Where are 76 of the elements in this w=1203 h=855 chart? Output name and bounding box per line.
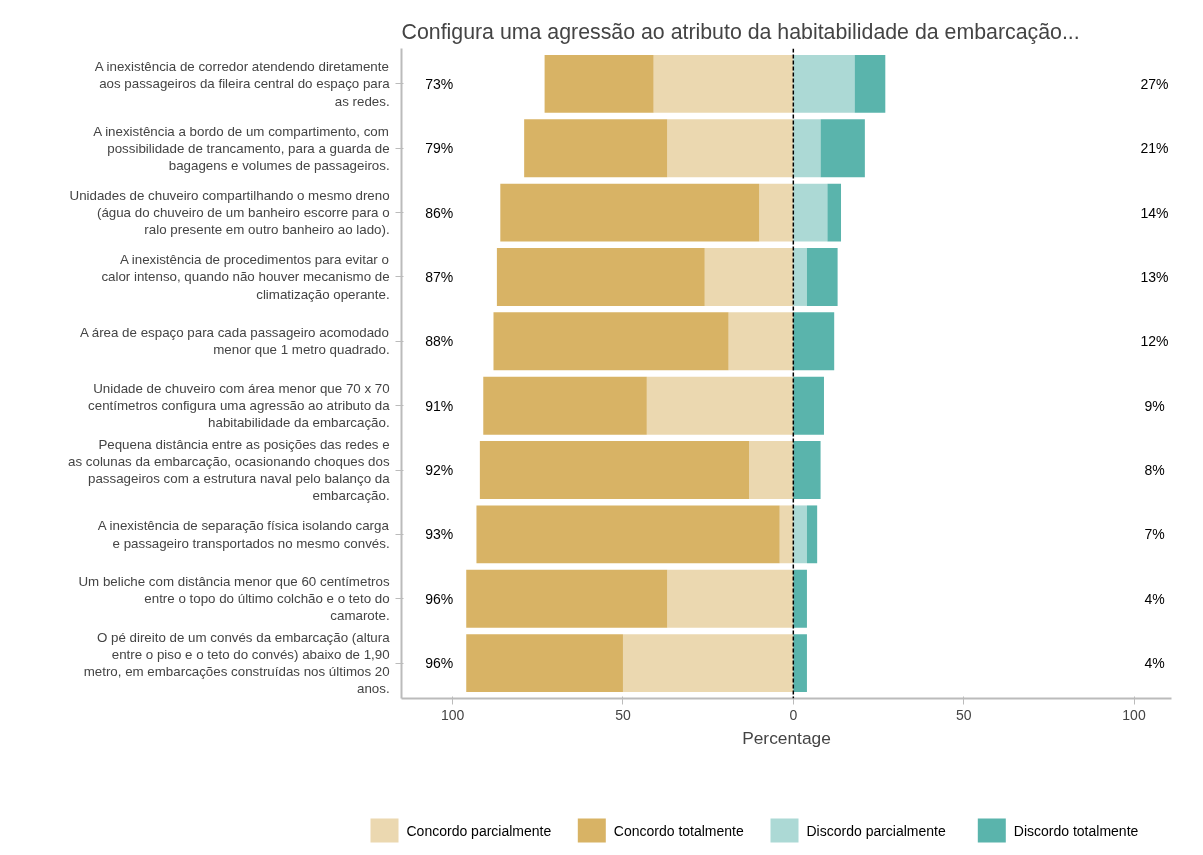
bar — [793, 119, 821, 178]
bar — [793, 634, 807, 693]
x-tick-label: 100 — [1122, 706, 1146, 723]
bar — [524, 119, 668, 178]
bar — [793, 441, 821, 499]
annotation: 88% — [425, 333, 454, 350]
bar — [704, 248, 794, 306]
annotation: 9% — [1144, 397, 1165, 414]
annotation: 27% — [1140, 75, 1169, 92]
annotation: 93% — [425, 526, 454, 543]
annotation: 13% — [1140, 268, 1169, 285]
annotation: 79% — [425, 140, 454, 157]
annotation: 92% — [425, 462, 454, 479]
annotation: 14% — [1140, 204, 1169, 221]
bar — [496, 248, 705, 306]
bar — [793, 54, 855, 113]
y-tick-label: Unidade de chuveiro com área menor que 70 x 70 centímetros configura uma agressão ao atributo da habitabilidade da embarcação. — [88, 380, 391, 431]
annotation: 12% — [1140, 333, 1169, 350]
y-tick-label: Unidades de chuveiro compartilhando o mesmo dreno (água do chuveiro de um banheiro escorre para o ralo presente em outro banheiro ao lado). — [69, 187, 390, 238]
annotation: 21% — [1140, 140, 1169, 157]
annotation: 87% — [425, 268, 454, 285]
annotation: 4% — [1144, 655, 1165, 672]
y-tick-label: A inexistência de corredor atendendo diretamente aos passageiros da fileira central do espaço para as redes. — [94, 59, 391, 109]
bar — [793, 376, 824, 435]
bar — [483, 376, 647, 435]
bar — [759, 183, 794, 242]
bar — [793, 183, 828, 242]
bar — [544, 54, 654, 113]
bar — [793, 505, 807, 564]
annotation: 8% — [1144, 462, 1165, 479]
annotation: 4% — [1144, 590, 1165, 607]
annotation: 73% — [425, 75, 454, 92]
bar — [466, 569, 668, 628]
annotation: 96% — [425, 590, 454, 607]
y-tick-label: A inexistência de separação física isolando carga e passageiro transportados no mesmo convés. — [97, 518, 390, 551]
bar — [728, 312, 794, 371]
annotation: 7% — [1144, 526, 1165, 543]
bar — [779, 505, 794, 564]
y-tick-label: O pé direito de um convés da embarcação (altura entre o piso e o teto do convés) abaixo de 1,90 metro, em embarcações construídas nos últimos 20 anos. — [83, 629, 391, 697]
bar — [653, 54, 794, 113]
legend-label: Discordo totalmente — [1013, 822, 1139, 839]
bar — [793, 248, 807, 306]
bar — [493, 312, 729, 371]
bar — [479, 441, 750, 499]
chart-title: Configura uma agressão ao atributo da habitabilidade da embarcação... — [401, 19, 1080, 44]
bar — [806, 248, 838, 306]
bar — [466, 634, 623, 693]
x-tick-label: 100 — [440, 706, 465, 723]
bar — [806, 505, 818, 564]
bar — [622, 634, 794, 693]
y-tick-label: A inexistência a bordo de um compartimento, com possibilidade de trancamento, para a guarda de bagagens e volumes de passageiros. — [93, 123, 390, 173]
bar — [667, 119, 794, 178]
annotation: 96% — [425, 655, 454, 672]
bar — [820, 119, 865, 178]
legend-label: Concordo parcialmente — [406, 822, 552, 839]
legend-label: Discordo parcialmente — [806, 822, 946, 839]
bar — [793, 569, 807, 628]
x-tick-label: 0 — [789, 706, 798, 723]
bar — [646, 376, 794, 435]
y-tick-label: Pequena distância entre as posições das redes e as colunas da embarcação, ocasionando choques dos passageiros com a estrutura naval pelo balanço da embarcação. — [68, 436, 391, 504]
y-tick-label: A área de espaço para cada passageiro acomodado menor que 1 metro quadrado. — [79, 325, 390, 358]
bar — [793, 312, 835, 371]
bar — [476, 505, 780, 564]
x-tick-label: 50 — [615, 706, 631, 723]
bar — [500, 183, 760, 242]
legend-label: Concordo totalmente — [613, 822, 744, 839]
bar — [667, 569, 794, 628]
x-tick-label: 50 — [955, 706, 972, 723]
annotation: 86% — [425, 204, 454, 221]
bar — [749, 441, 794, 499]
bar — [827, 183, 842, 242]
x-axis-title: Percentage — [742, 727, 831, 748]
annotation: 91% — [425, 397, 454, 414]
bar — [854, 54, 886, 113]
y-tick-label: A inexistência de procedimentos para evitar o calor intenso, quando não houver mecanismo de climatização operante. — [101, 252, 390, 302]
y-tick-label: Um beliche com distância menor que 60 centímetros entre o topo do último colchão e o teto do camarote. — [78, 574, 390, 624]
